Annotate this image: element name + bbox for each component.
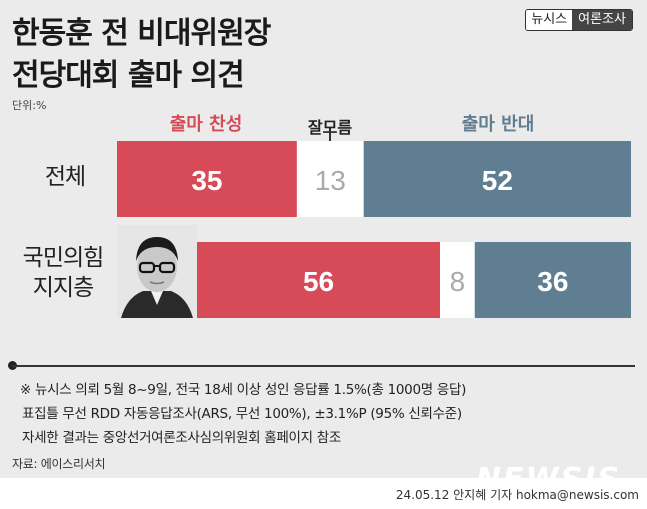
row-label-ppp-line1: 국민의힘 (22, 245, 105, 271)
row-label-all: 전체 (44, 164, 86, 190)
value-label-1-series-2: 36 (537, 266, 568, 297)
row-label-ppp: 국민의힘 지지층 (8, 243, 118, 303)
chart-title-line-1: 한동훈 전 비대위원장 (12, 16, 271, 51)
badge-poll: 여론조사 (572, 10, 632, 30)
newsis-poll-badge: 뉴시스 여론조사 (525, 9, 633, 31)
bar-0-series-1 (296, 141, 364, 217)
value-label-0-series-0: 35 (191, 165, 222, 196)
badge-newsis: 뉴시스 (526, 10, 573, 30)
separator-line (12, 365, 635, 367)
survey-note-3: 자세한 결과는 중앙선거여론조사심의위원회 홈페이지 참조 (22, 430, 341, 446)
chart-title-line-2: 전당대회 출마 의견 (12, 58, 245, 93)
newsis-logo: NEWSIS (475, 462, 621, 497)
bar-1-series-0 (197, 242, 441, 318)
credit-line: 24.05.12 안지혜 기자 hokma@newsis.com (395, 488, 639, 502)
footer-bar (0, 478, 647, 509)
value-label-1-series-1: 8 (450, 266, 466, 297)
header-favor: 출마 찬성 (169, 114, 243, 135)
bar-1-series-2 (474, 242, 631, 318)
bar-0-series-0 (117, 141, 297, 217)
person-photo (117, 225, 197, 318)
survey-note-2: 표집틀 무선 RDD 자동응답조사(ARS, 무선 100%), ±3.1%P … (22, 406, 462, 422)
bar-0-series-2 (363, 141, 631, 217)
value-label-1-series-0: 56 (303, 266, 334, 297)
dont-know-tick (329, 133, 331, 145)
value-label-0-series-1: 13 (315, 165, 346, 196)
bar-1-series-1 (440, 242, 475, 318)
header-dont-know: 잘모름 (307, 118, 353, 137)
value-label-0-series-2: 52 (482, 165, 513, 196)
unit-label: 단위:% (12, 99, 47, 112)
header-oppose: 출마 반대 (461, 114, 535, 135)
row-label-ppp-line2: 지지층 (32, 275, 94, 301)
source-label: 자료: 에이스리서치 (12, 457, 106, 471)
survey-note-1: ※ 뉴시스 의뢰 5월 8~9일, 전국 18세 이상 성인 응답률 1.5%(… (20, 382, 467, 398)
